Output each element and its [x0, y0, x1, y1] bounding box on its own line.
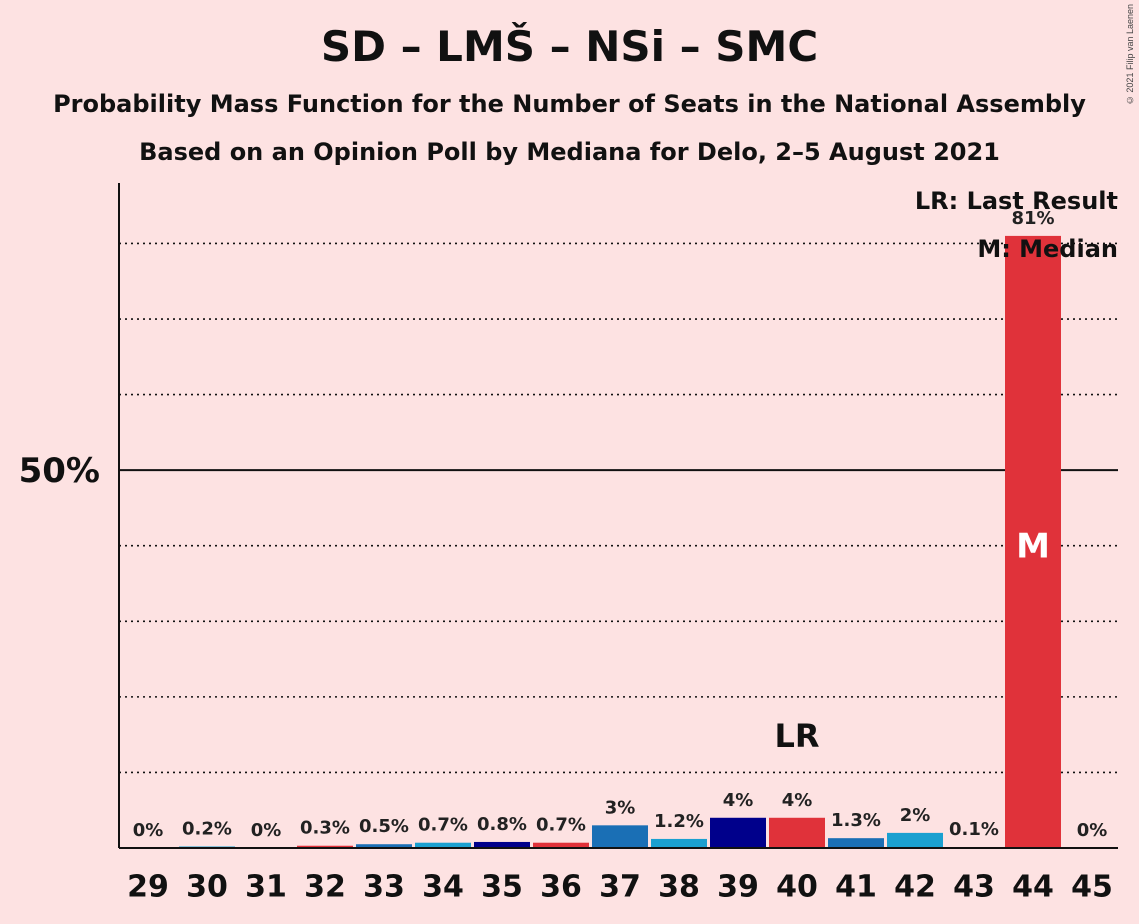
x-tick-33: 33: [363, 870, 405, 905]
data-label-seat-37: 3%: [605, 797, 636, 818]
data-label-seat-45: 0%: [1077, 820, 1108, 841]
y-axis-ticks: 50%: [19, 451, 100, 491]
x-tick-29: 29: [127, 870, 169, 905]
gridlines: [119, 242, 1118, 774]
last-result-marker: LR: [774, 717, 819, 755]
bar-seat-37: [592, 825, 648, 848]
legend: LR: Last Result M: Median: [915, 187, 1118, 263]
bar-seat-41: [828, 838, 884, 848]
axes: [118, 183, 1118, 849]
data-label-seat-41: 1.3%: [831, 810, 881, 831]
bar-seat-34: [415, 842, 471, 848]
data-label-seat-29: 0%: [133, 820, 164, 841]
x-tick-44: 44: [1012, 870, 1054, 905]
chart-source-line: Based on an Opinion Poll by Mediana for …: [139, 138, 1000, 166]
x-tick-43: 43: [953, 870, 995, 905]
bar-seat-38: [651, 838, 707, 848]
x-tick-45: 45: [1071, 870, 1113, 905]
data-label-seat-40: 4%: [782, 790, 813, 811]
median-marker: M: [1016, 527, 1050, 567]
data-label-seat-34: 0.7%: [418, 815, 468, 836]
data-label-seat-31: 0%: [251, 820, 282, 841]
bar-seat-40: [769, 817, 825, 848]
x-tick-30: 30: [186, 870, 228, 905]
data-label-seat-43: 0.1%: [949, 819, 999, 840]
bar-seat-32: [297, 845, 353, 848]
data-label-seat-38: 1.2%: [654, 811, 704, 832]
legend-last-result: LR: Last Result: [915, 187, 1118, 215]
data-label-seat-33: 0.5%: [359, 816, 409, 837]
bar-seat-42: [887, 832, 943, 848]
y-tick-label: 50%: [19, 451, 100, 491]
data-label-seat-35: 0.8%: [477, 814, 527, 835]
x-tick-34: 34: [422, 870, 464, 905]
x-axis-ticks: 29 30 31 32 33 34 35 36 37 38 39 40 41 42 43 44 45: [127, 870, 1113, 905]
bars: [179, 235, 1061, 849]
bar-seat-36: [533, 842, 589, 848]
bar-seat-33: [356, 844, 412, 848]
chart-title: SD – LMŠ – NSi – SMC: [320, 22, 819, 71]
x-tick-40: 40: [776, 870, 818, 905]
bar-seat-39: [710, 817, 766, 848]
x-tick-42: 42: [894, 870, 936, 905]
bar-labels: 0% 0.2% 0% 0.3% 0.5% 0.7% 0.8% 0.7% 3% 1.2% 4% 4% LR…: [133, 208, 1108, 841]
data-label-seat-32: 0.3%: [300, 818, 350, 839]
data-label-seat-42: 2%: [900, 805, 931, 826]
bar-seat-44: [1005, 235, 1061, 849]
x-tick-32: 32: [304, 870, 346, 905]
bar-seat-35: [474, 841, 530, 848]
x-tick-35: 35: [481, 870, 523, 905]
data-label-seat-30: 0.2%: [182, 818, 232, 839]
x-tick-41: 41: [835, 870, 877, 905]
x-tick-39: 39: [717, 870, 759, 905]
x-tick-36: 36: [540, 870, 582, 905]
x-tick-37: 37: [599, 870, 641, 905]
x-tick-38: 38: [658, 870, 700, 905]
x-tick-31: 31: [245, 870, 287, 905]
data-label-seat-44: 81%: [1011, 208, 1054, 229]
data-label-seat-36: 0.7%: [536, 815, 586, 836]
legend-median: M: Median: [977, 235, 1118, 263]
chart-subtitle: Probability Mass Function for the Number…: [53, 90, 1086, 118]
data-label-seat-39: 4%: [723, 790, 754, 811]
